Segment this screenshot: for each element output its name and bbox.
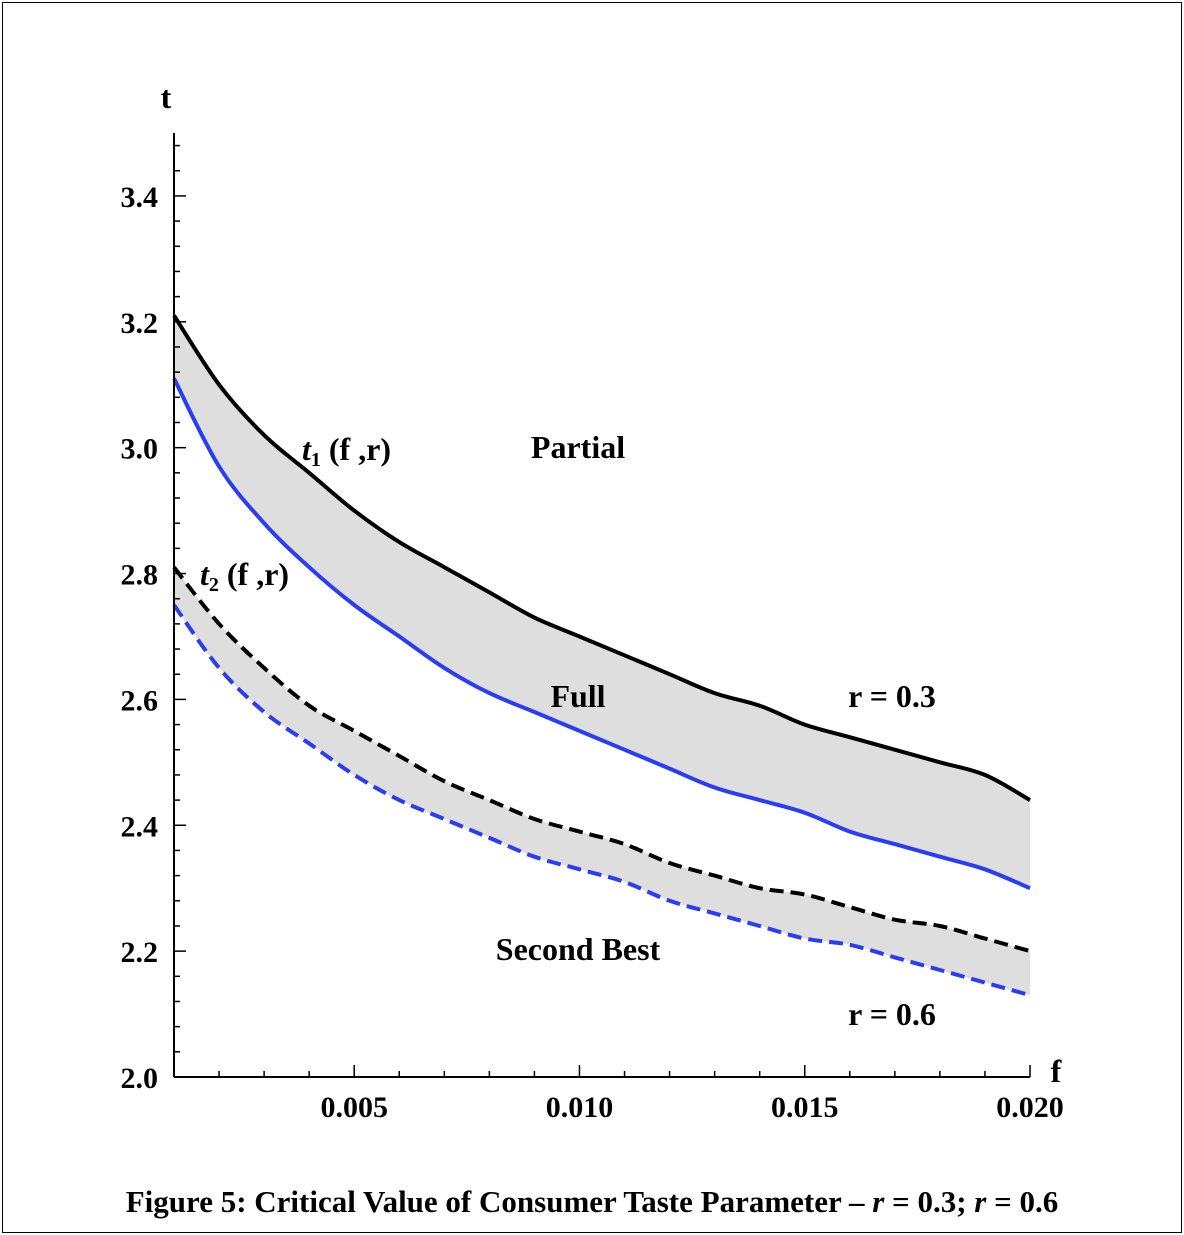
t1-args: (f ,r) (321, 431, 391, 467)
y-tick-label: 3.2 (121, 307, 159, 340)
critical-value-chart: 0.005 0.010 0.015 0.020 2.0 2.2 2.4 2.6 2.8 3.0 3.… (121, 79, 1064, 1124)
t2-args: (f ,r) (219, 556, 289, 592)
y-tick-label: 2.8 (121, 559, 159, 592)
axes (173, 133, 1030, 1078)
t2-subscript: 2 (209, 574, 219, 596)
x-tick-label: 0.010 (546, 1091, 614, 1124)
y-axis-label: t (161, 79, 172, 115)
t1-subscript: 1 (311, 449, 321, 471)
caption-r1-symbol: r (872, 1184, 885, 1219)
caption-r2-value: = 0.6 (986, 1184, 1059, 1219)
region-label-full: Full (550, 678, 605, 714)
x-axis-label: f (1051, 1053, 1062, 1089)
x-tick-label: 0.005 (320, 1091, 388, 1124)
t1-symbol: t (302, 431, 312, 467)
curve-label-t1: t1 (f ,r) (302, 431, 391, 471)
curves (172, 314, 1031, 998)
shaded-bands (174, 315, 1030, 996)
t2-symbol: t (200, 556, 210, 592)
figure-caption: Figure 5: Critical Value of Consumer Tas… (0, 1184, 1184, 1220)
caption-r1-value: = 0.3; (884, 1184, 975, 1219)
curve-2-dashed (172, 565, 1031, 954)
curve-0-solid (172, 314, 1031, 802)
x-tick-label: 0.015 (771, 1091, 839, 1124)
y-tick-label: 2.4 (121, 810, 159, 843)
shaded-band-0 (174, 315, 1030, 889)
r-label-top: r = 0.3 (848, 678, 936, 714)
shaded-band-1 (174, 567, 1030, 996)
region-label-partial: Partial (531, 429, 625, 465)
y-tick-label: 2.2 (121, 936, 159, 969)
ticks: 0.005 0.010 0.015 0.020 2.0 2.2 2.4 2.6 2.8 3.0 3.… (121, 144, 1064, 1124)
region-label-second-best: Second Best (496, 931, 661, 967)
y-tick-label: 3.4 (121, 181, 159, 214)
r-label-bottom: r = 0.6 (848, 996, 936, 1032)
curve-label-t2: t2 (f ,r) (200, 556, 289, 596)
caption-r2-symbol: r (974, 1184, 987, 1219)
y-tick-label: 2.6 (121, 684, 159, 717)
x-tick-label: 0.020 (996, 1091, 1064, 1124)
y-tick-label: 3.0 (121, 433, 159, 466)
y-tick-label: 2.0 (121, 1062, 159, 1095)
curve-1-solid (172, 377, 1031, 891)
caption-prefix: Figure 5: Critical Value of Consumer Tas… (125, 1184, 873, 1219)
curve-3-dashed (172, 603, 1031, 998)
